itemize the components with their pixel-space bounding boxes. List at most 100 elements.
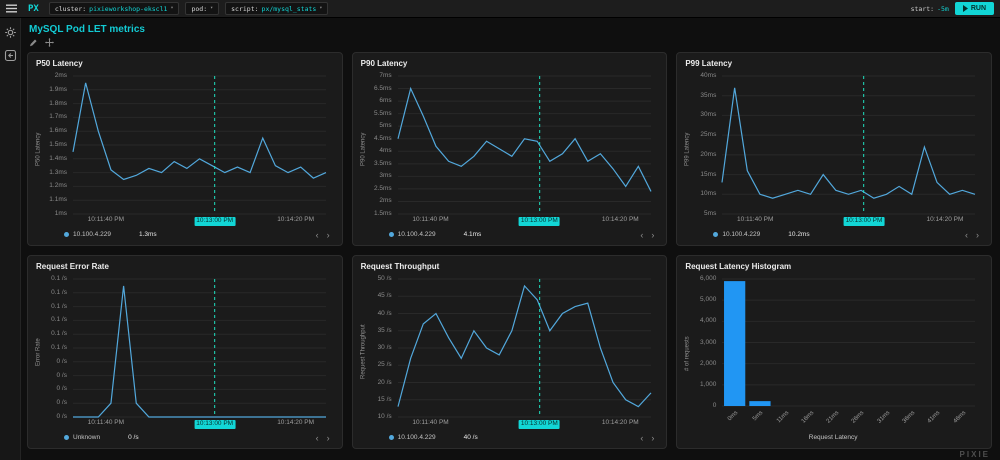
chart-svg [397, 278, 652, 418]
x-tick-label-highlighted: 10:13:00 PM [518, 217, 560, 226]
y-tick-label: 40ms [700, 71, 717, 79]
legend-item[interactable]: 10.100.4.229 [388, 231, 436, 238]
y-tick-label: 2ms [379, 197, 392, 205]
pod-selector[interactable]: pod: ▾ [185, 2, 220, 15]
chart-canvas[interactable]: 6,000 5,000 4,000 3,000 2,000 1,000 0 0ms 5ms 11m… [692, 273, 983, 434]
y-tick-label: 50 /s [377, 274, 392, 282]
chart-canvas[interactable]: 0.1 /s 0.1 /s 0.1 /s 0.1 /s 0.1 /s 0.1 /s 0 /s… [43, 273, 334, 431]
edit-icon[interactable] [29, 38, 38, 47]
start-time-control[interactable]: start: -5m [911, 5, 949, 13]
chart-canvas[interactable]: 7ms 6.5ms 6ms 5.5ms 5ms 4.5ms 4ms 3.5ms 3ms 2.5ms… [368, 70, 659, 228]
y-tick-label: 1.7ms [49, 113, 67, 121]
panel-footer: 10.100.4.229 40 /s ‹ › [359, 431, 659, 444]
panel-title: P90 Latency [360, 59, 408, 68]
y-tick-label: 0.1 /s [51, 343, 67, 351]
legend-value: 1.3ms [138, 231, 157, 238]
y-tick-label: 6,000 [700, 274, 717, 282]
hamburger-menu-button[interactable] [0, 0, 22, 17]
topbar: PX cluster: pixieworkshop-ekscl1 ▾ pod: … [0, 0, 1000, 18]
y-tick-label: 1.6ms [49, 126, 67, 134]
y-tick-label: 6.5ms [373, 84, 392, 92]
y-axis-label: # of requests [684, 336, 691, 371]
legend-value: 4.1ms [463, 231, 482, 238]
run-button[interactable]: RUN [954, 2, 994, 15]
x-tick-label: 10:14:20 PM [926, 216, 964, 223]
y-tick-label: 1.5ms [373, 209, 392, 217]
y-tick-label: 1.3ms [49, 168, 67, 176]
pager-next-button[interactable]: › [326, 229, 330, 240]
panel-title: Request Error Rate [36, 262, 109, 271]
hamburger-icon [5, 4, 17, 13]
chevron-down-icon: ▾ [210, 5, 214, 11]
y-tick-label: 0.1 /s [51, 302, 67, 310]
panel-p50-latency: P50 Latency P50 Latency 2ms 1.9ms 1.8ms 1.7… [27, 52, 343, 246]
y-tick-label: 0 /s [56, 357, 67, 365]
y-axis-label: Request Throughput [360, 324, 367, 380]
gear-icon[interactable] [4, 26, 17, 39]
x-tick-label-highlighted: 10:13:00 PM [194, 217, 236, 226]
y-tick-label: 15ms [700, 170, 717, 178]
series-line [397, 86, 652, 192]
series-line [73, 285, 326, 418]
pixie-logo[interactable]: PX [28, 3, 39, 14]
x-tick-label: 10:11:40 PM [87, 216, 125, 223]
histogram-bar [749, 401, 771, 406]
y-tick-label: 5ms [704, 209, 717, 217]
panel-footer: 10.100.4.229 10.2ms ‹ › [683, 228, 983, 241]
panel-title: Request Throughput [360, 262, 440, 271]
legend-name: 10.100.4.229 [397, 231, 436, 238]
pager-prev-button[interactable]: ‹ [640, 229, 644, 240]
play-icon [962, 5, 968, 12]
x-tick-label: 10:14:20 PM [277, 419, 315, 426]
move-widgets-icon[interactable] [45, 38, 54, 47]
run-button-label: RUN [970, 5, 986, 12]
x-tick-label: 10:11:40 PM [412, 419, 449, 426]
y-tick-label: 1.8ms [49, 99, 67, 107]
legend-item[interactable]: Unknown [64, 434, 100, 441]
y-tick-label: 5ms [379, 121, 392, 129]
y-tick-label: 0.1 /s [51, 329, 67, 337]
chart-canvas[interactable]: 40ms 35ms 30ms 25ms 20ms 15ms 10ms 5ms 10:11:40 … [692, 70, 983, 228]
y-tick-label: 35 /s [377, 326, 392, 334]
pager-prev-button[interactable]: ‹ [640, 432, 644, 443]
legend-item[interactable]: 10.100.4.229 [64, 231, 111, 238]
y-tick-label: 1.4ms [49, 154, 67, 162]
legend-item[interactable]: 10.100.4.229 [713, 231, 760, 238]
legend-item[interactable]: 10.100.4.229 [388, 434, 436, 441]
y-tick-label: 0.1 /s [51, 288, 67, 296]
pager-next-button[interactable]: › [651, 432, 655, 443]
y-tick-label: 0.1 /s [51, 316, 67, 324]
y-tick-label: 5,000 [700, 295, 717, 303]
chart-svg [721, 75, 976, 215]
y-axis-label: P99 Latency [684, 132, 691, 166]
x-tick-label-highlighted: 10:13:00 PM [843, 217, 885, 226]
cluster-label: cluster: [54, 4, 87, 13]
cluster-selector[interactable]: cluster: pixieworkshop-ekscl1 ▾ [48, 2, 180, 15]
y-tick-label: 3,000 [700, 338, 717, 346]
pager-prev-button[interactable]: ‹ [964, 229, 968, 240]
y-tick-label: 3.5ms [373, 159, 392, 167]
title-toolbar [29, 38, 992, 48]
pager: ‹ › [640, 230, 658, 240]
chart-svg [73, 278, 326, 418]
x-tick-label: 10:11:40 PM [412, 216, 449, 223]
series-line [72, 82, 327, 181]
legend-dot [713, 232, 719, 237]
chart-svg [72, 75, 327, 215]
script-selector[interactable]: script: px/mysql_stats ▾ [225, 2, 329, 15]
pager-next-button[interactable]: › [975, 229, 979, 240]
y-tick-label: 0 /s [56, 371, 67, 379]
chart-canvas[interactable]: 50 /s 45 /s 40 /s 35 /s 30 /s 25 /s 20 /s 15 /s… [368, 273, 659, 431]
y-axis-label: Error Rate [35, 338, 42, 366]
pager-prev-button[interactable]: ‹ [315, 432, 319, 443]
pager-next-button[interactable]: › [326, 432, 330, 443]
legend-dot [64, 435, 69, 440]
chart-canvas[interactable]: 2ms 1.9ms 1.8ms 1.7ms 1.6ms 1.5ms 1.4ms 1.3ms 1.… [43, 70, 334, 228]
collapse-sidebar-icon[interactable] [4, 49, 17, 62]
legend-name: 10.100.4.229 [397, 434, 436, 441]
panel-title: Request Latency Histogram [685, 262, 792, 271]
pager-prev-button[interactable]: ‹ [315, 229, 319, 240]
pager-next-button[interactable]: › [651, 229, 655, 240]
pager: ‹ › [965, 230, 983, 240]
main-content: MySQL Pod LET metrics P50 Latency P50 La… [21, 18, 1000, 460]
